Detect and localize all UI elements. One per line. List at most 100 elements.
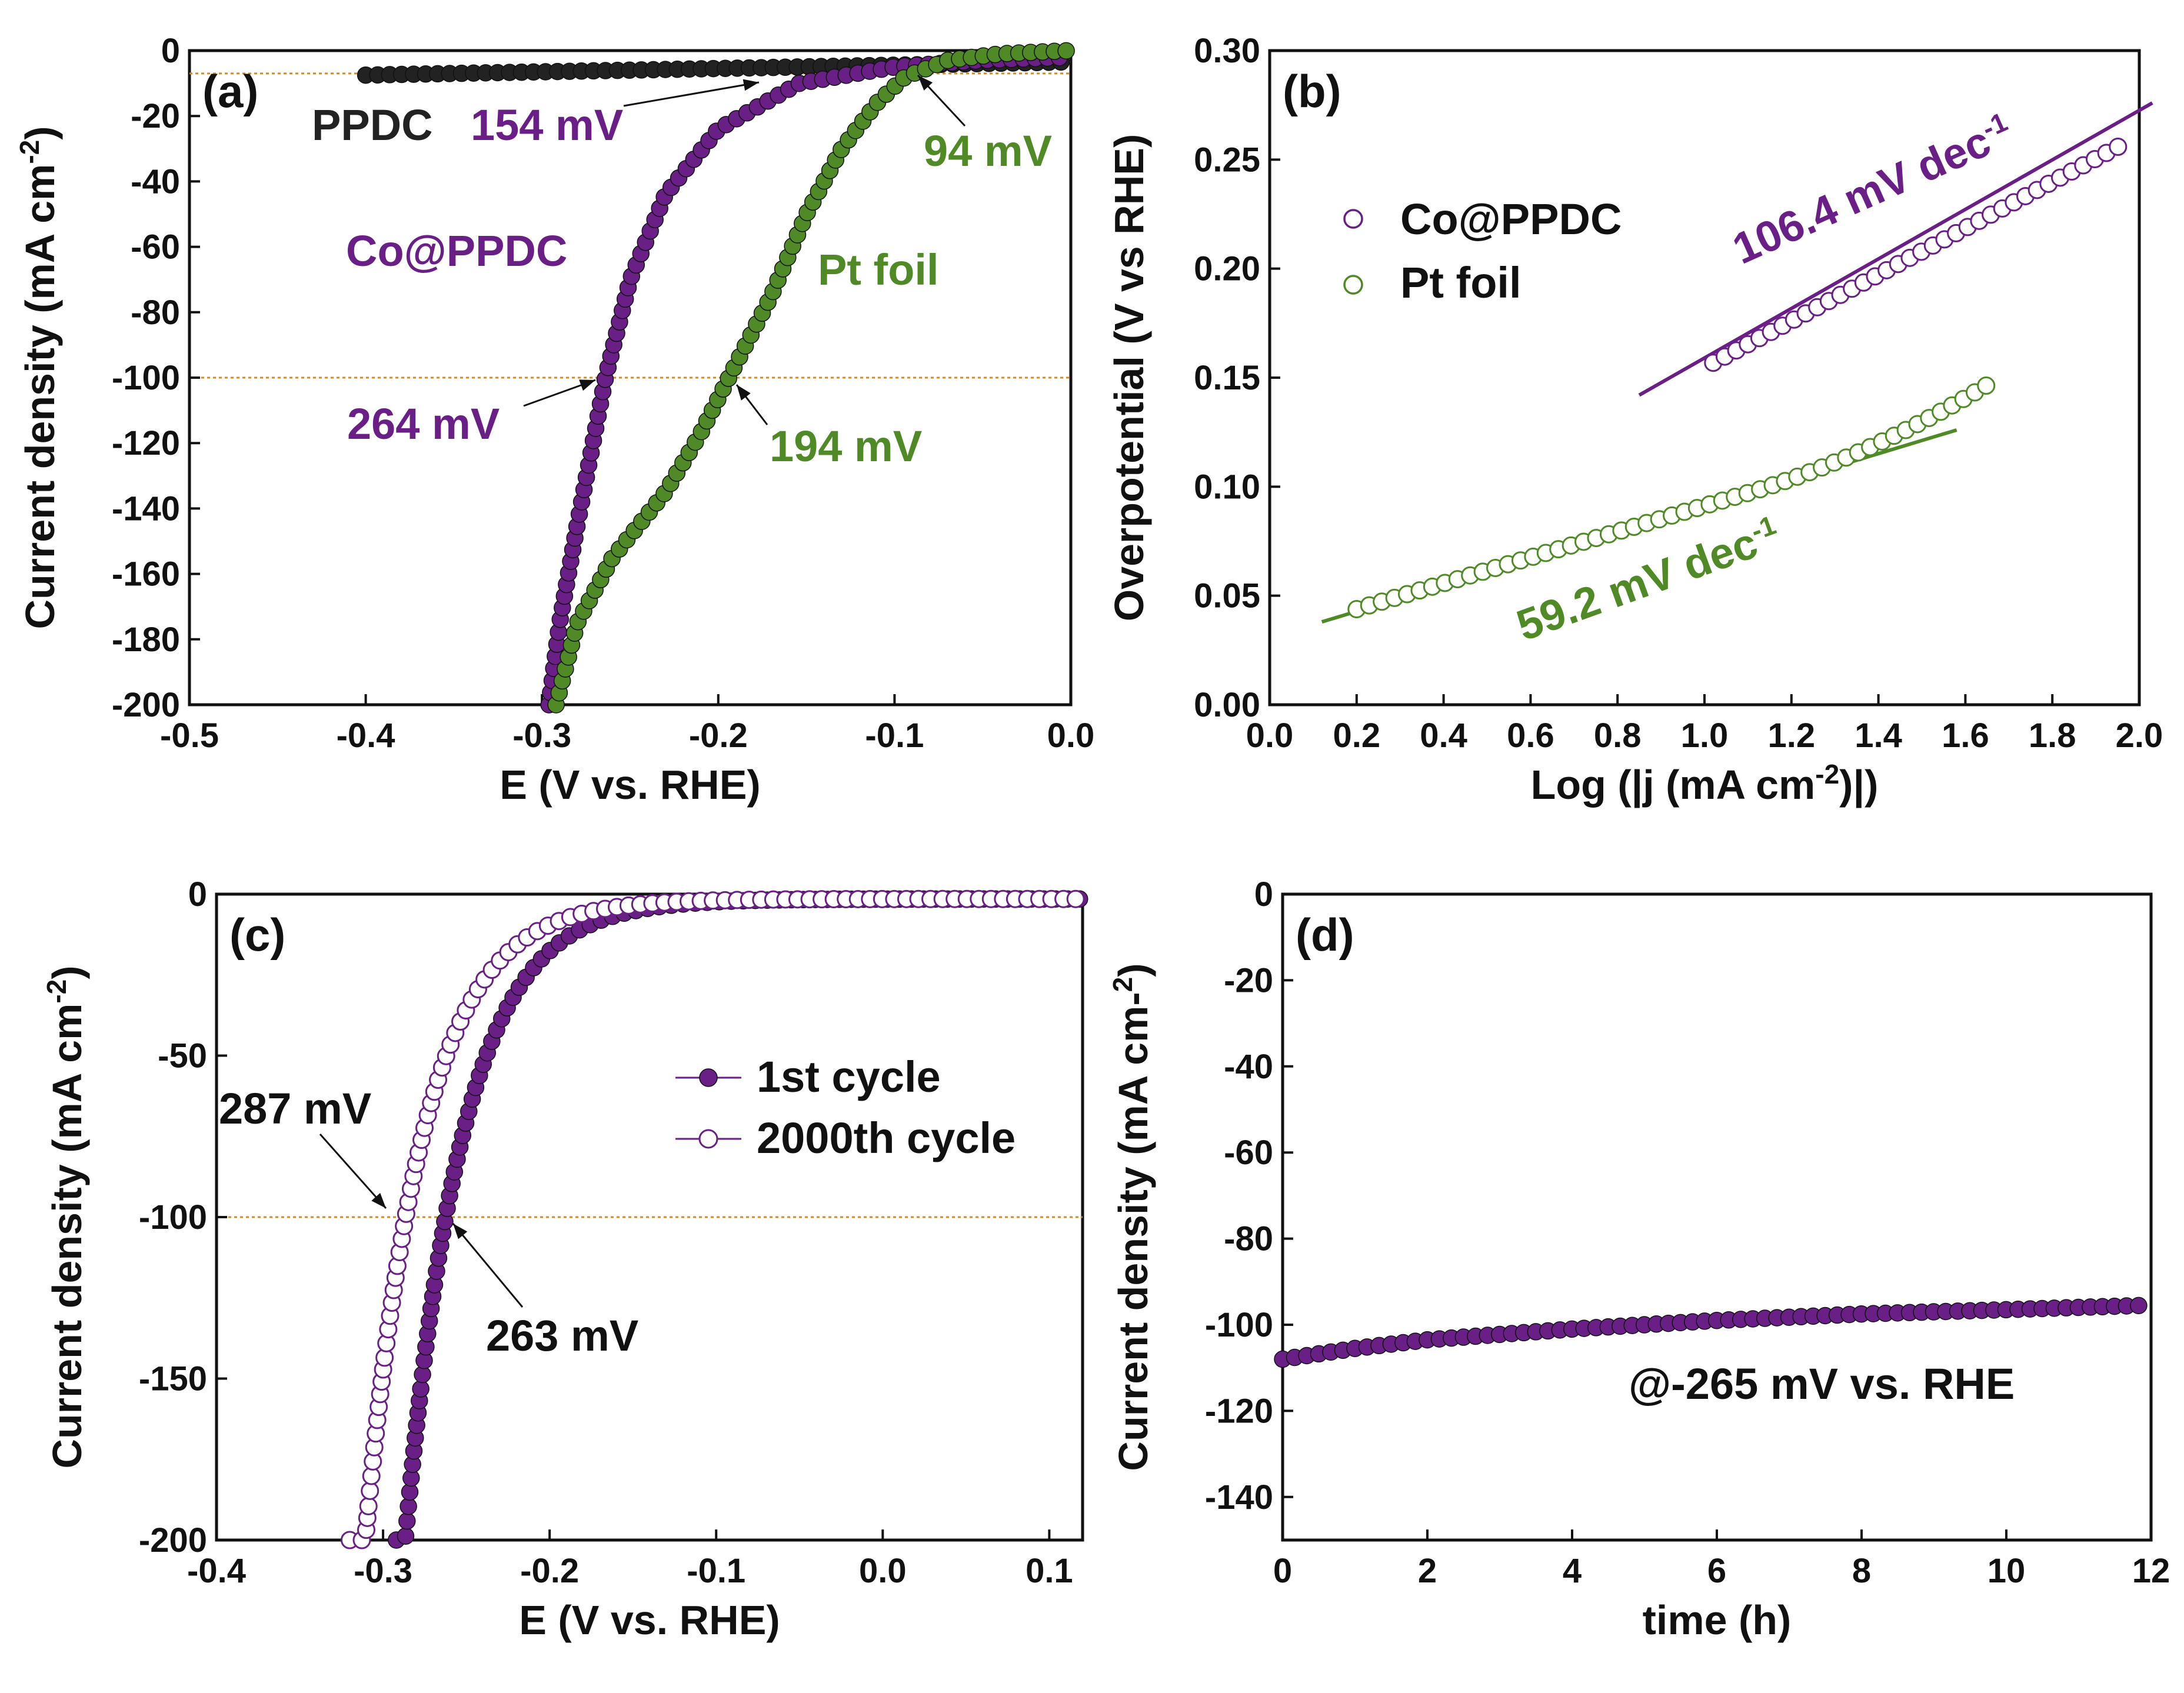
y-tick-label-1: 0.05 [1194,577,1260,615]
y-tick-label-2: -40 [1224,1048,1273,1086]
y-tick-label-0: 0 [161,32,180,70]
x-tick-label-4: -0.1 [865,716,924,755]
panel-b: 0.0 0.2 0.4 0.6 0.8 1.0 1.2 1.4 1.6 1.8 2.0 0.00 0.0… [1106,32,2163,808]
y-axis-label: Current density (mA cm-2) [1107,963,1156,1471]
x-tick-label-8: 1.6 [1942,716,1989,755]
y-axis-label: Overpotential (V vs RHE) [1106,134,1152,622]
arrow-head [743,79,759,91]
y-tick-label-4: -80 [131,294,180,332]
data-point [397,1527,415,1545]
label-194mv: 194 mV [770,422,922,471]
arrow-154mv [623,79,760,107]
x-tick-label-4: 8 [1852,1552,1871,1590]
y-tick-label-7: -140 [112,489,180,528]
arrow-head [371,1192,386,1208]
arrow-head [453,1224,468,1239]
x-tick-label-4: 0.8 [1594,716,1642,755]
y-tick-label-6: -120 [1205,1392,1273,1430]
x-tick-label-2: 0.4 [1420,716,1467,755]
y-tick-label-2: 0.10 [1194,468,1260,506]
x-tick-label-7: 1.4 [1855,716,1902,755]
x-tick-label-2: -0.2 [520,1552,579,1590]
arrow-head [918,75,933,91]
panel-label: (c) [229,909,285,961]
arrow-shaft [452,1223,524,1308]
panel-d: 0 2 4 6 8 10 12 0 -20 -40 -60 -80 -100 -120 -140 time (… [1107,875,2170,1643]
y-tick-label-10: -200 [112,686,180,724]
y-tick-label-9: -180 [112,621,180,659]
y-tick-label-4: -200 [139,1521,207,1559]
series-co-ppdc [1704,138,2128,372]
y-tick-label-6: 0.30 [1194,32,1260,70]
y-tick-label-0: 0 [188,875,207,914]
y-tick-label-5: -100 [1205,1306,1273,1344]
legend-marker-pt-foil [1343,275,1363,295]
x-axis-label: Log (|j (mA cm-2)|) [1531,759,1879,808]
arrow-263mv [452,1223,524,1308]
x-tick-label-2: 4 [1563,1552,1582,1590]
y-tick-label-0: 0 [1254,875,1273,914]
fit-line-0 [1638,101,2153,397]
x-tick-label-1: 0.2 [1333,716,1380,755]
x-tick-label-6: 12 [2132,1552,2170,1590]
data-point [398,1512,416,1530]
y-tick-label-8: -160 [112,555,180,594]
arrow-shaft [319,1134,387,1209]
x-tick-label-5: 0.0 [1047,716,1095,755]
label-263mv: 263 mV [486,1311,638,1360]
panel-a: -0.5 -0.4 -0.3 -0.2 -0.1 0.0 0 -20 -40 -60 -80 -100… [14,32,1094,808]
series-2000th-cycle [340,889,1085,1549]
panel-label: (a) [202,65,258,117]
y-tick-label-4: 0.20 [1194,250,1260,288]
x-axis-label: time (h) [1643,1597,1792,1643]
arrow-94mv [917,74,966,127]
y-axis-label: Current density (mA cm-2) [41,965,90,1468]
arrow-head [737,385,751,401]
x-tick-label-3: 6 [1707,1552,1726,1590]
y-tick-label-3: -60 [1224,1134,1273,1172]
series-1st-cycle [387,890,1088,1549]
y-tick-label-4: -80 [1224,1220,1273,1258]
x-tick-label-0: -0.4 [187,1552,246,1590]
data-point [412,1380,430,1398]
arrow-shaft [623,81,760,107]
y-tick-label-0: 0.00 [1194,686,1260,724]
arrow-194mv [735,384,768,425]
label-94mv: 94 mV [924,126,1052,175]
y-tick-label-5: 0.25 [1194,141,1260,179]
x-tick-label-3: 0.6 [1507,716,1554,755]
arrow-head [579,379,595,391]
data-point [1977,376,1996,395]
x-tick-label-2: -0.3 [512,716,571,755]
y-axis-label: Current density (mA cm-2) [14,126,63,629]
series-stability [1274,1297,2148,1368]
arrow-287mv [319,1134,387,1209]
legend-marker-1st [699,1068,718,1087]
label-pt-foil: Pt foil [818,245,939,294]
y-tick-label-2: -40 [131,162,180,201]
x-tick-label-4: 0.0 [859,1552,907,1590]
x-tick-label-5: 0.1 [1026,1552,1073,1590]
data-point [1066,889,1085,908]
x-tick-label-1: -0.3 [354,1552,412,1590]
plot-frame [1281,892,2153,1542]
label-ppdc: PPDC [312,101,433,149]
series-pt-foil [1347,376,1996,618]
label-154mv: 154 mV [471,101,623,149]
x-tick-label-3: -0.1 [687,1552,745,1590]
plot-frame [1268,49,2141,706]
data-point [359,1497,378,1515]
y-tick-label-6: -120 [112,424,180,462]
legend-co-ppdc: Co@PPDC [1400,195,1622,244]
legend-1st-cycle: 1st cycle [757,1052,941,1101]
x-tick-label-0: 0 [1273,1552,1292,1590]
x-tick-label-5: 1.0 [1681,716,1729,755]
x-tick-label-6: 1.2 [1767,716,1815,755]
x-tick-label-9: 1.8 [2029,716,2076,755]
y-tick-label-2: -100 [139,1198,207,1237]
arrow-264mv [523,379,596,407]
panel-label: (b) [1283,65,1341,117]
series-co-ppdc [540,49,1071,714]
y-tick-label-1: -50 [158,1037,207,1075]
